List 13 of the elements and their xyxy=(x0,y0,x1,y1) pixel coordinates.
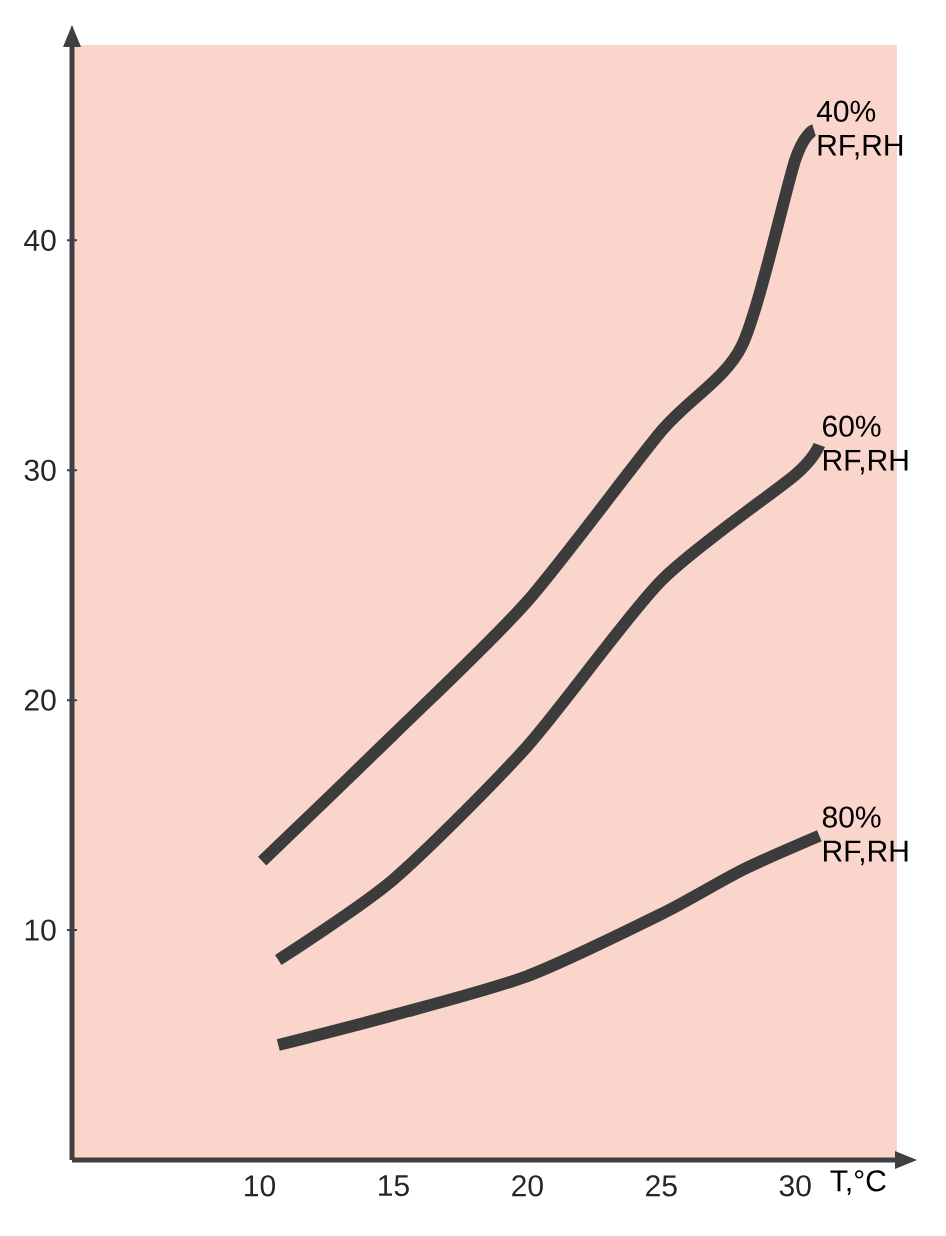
y-tick-label: 20 xyxy=(24,689,56,711)
x-tick-label: 10 xyxy=(245,1175,276,1197)
series-label: 60% RF,RH xyxy=(823,415,908,475)
series-label: 40% RF,RH xyxy=(816,100,903,160)
x-tick-label: 25 xyxy=(646,1175,677,1197)
y-tick-label: 10 xyxy=(25,919,56,941)
x-axis-title: T,°C xyxy=(830,1170,886,1195)
x-tick-label: 15 xyxy=(379,1175,409,1197)
x-tick-label: 30 xyxy=(779,1175,811,1197)
y-tick-label: 40 xyxy=(24,229,56,251)
series-label: 80% RF,RH xyxy=(822,806,908,866)
x-tick-label: 20 xyxy=(512,1175,543,1197)
y-tick-label: 30 xyxy=(24,459,56,481)
